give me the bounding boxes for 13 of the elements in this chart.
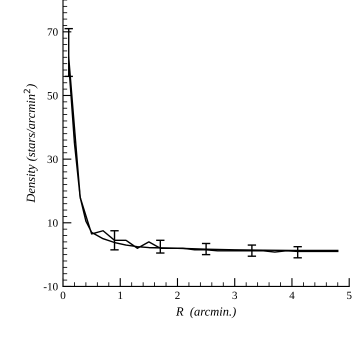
y-axis-title: Density (stars/arcmin$^{2}$) (24, 84, 38, 203)
y-tick-label: 30 (48, 156, 58, 164)
y-tick-label: 10 (48, 219, 58, 227)
x-tick-label: 5 (347, 292, 352, 300)
y-tick-label: 50 (48, 92, 58, 100)
x-tick-label: 2 (175, 292, 180, 300)
y-tick-label: 70 (48, 28, 58, 36)
x-tick-label: 1 (118, 292, 122, 300)
x-axis-title: R (arcmin.) (176, 306, 236, 318)
x-tick-label: 3 (232, 292, 238, 300)
x-tick-label: 4 (289, 292, 295, 300)
x-tick-label: 0 (60, 292, 66, 300)
y-tick-label: -10 (44, 282, 58, 290)
